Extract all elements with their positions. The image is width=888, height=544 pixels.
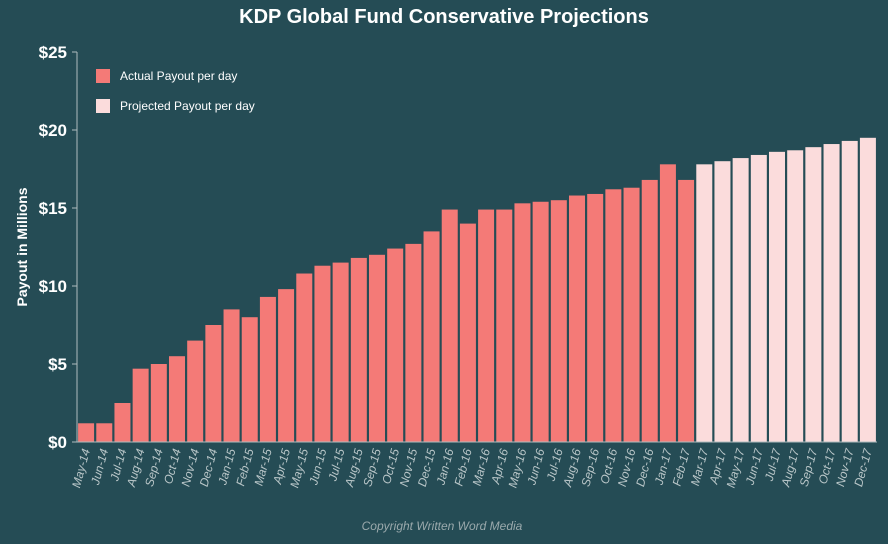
- bar-actual: [278, 289, 295, 442]
- bar-actual: [114, 403, 131, 442]
- bar-actual: [496, 209, 513, 442]
- bar-projected: [750, 154, 767, 442]
- legend-swatch-projected: [96, 99, 110, 113]
- bar-actual: [332, 262, 349, 442]
- legend-label-actual: Actual Payout per day: [120, 69, 238, 83]
- bar-projected: [805, 147, 822, 442]
- bar-actual: [223, 309, 240, 442]
- bar-actual: [478, 209, 495, 442]
- bar-projected: [823, 144, 840, 443]
- bar-projected: [769, 151, 785, 442]
- bar-actual: [532, 201, 549, 442]
- legend-swatch-actual: [96, 69, 110, 83]
- bar-actual: [405, 243, 422, 442]
- bar-actual: [259, 296, 276, 442]
- bar-actual: [205, 325, 222, 442]
- bar-actual: [387, 248, 404, 442]
- bar-actual: [459, 223, 476, 442]
- bar-projected: [714, 161, 731, 442]
- y-tick-label: $25: [39, 43, 67, 62]
- bar-projected: [696, 164, 713, 442]
- bar-projected: [732, 158, 749, 442]
- bar-actual: [423, 231, 440, 442]
- y-tick-label: $15: [39, 199, 67, 218]
- y-tick-label: $0: [48, 433, 67, 452]
- bar-actual: [150, 364, 167, 442]
- bar-actual: [678, 179, 695, 443]
- y-tick-label: $5: [48, 355, 67, 374]
- bar-actual: [587, 193, 604, 442]
- bar-actual: [641, 179, 658, 443]
- bar-actual: [623, 187, 640, 442]
- legend-item-projected: Projected Payout per day: [96, 98, 255, 114]
- bar-actual: [132, 368, 149, 442]
- bar-projected: [859, 137, 876, 443]
- legend: Actual Payout per day Projected Payout p…: [96, 68, 255, 128]
- bar-actual: [78, 423, 95, 442]
- bar-actual: [441, 209, 458, 442]
- bar-actual: [350, 257, 367, 442]
- bar-actual: [514, 203, 531, 442]
- bar-actual: [314, 265, 331, 442]
- bar-actual: [659, 164, 676, 442]
- bar-actual: [241, 317, 258, 442]
- bar-actual: [96, 423, 113, 442]
- y-axis-title: Payout in Millions: [14, 187, 30, 306]
- bar-actual: [369, 254, 385, 442]
- bar-projected: [787, 150, 804, 442]
- bar-actual: [169, 356, 185, 442]
- bar-actual: [605, 189, 622, 442]
- bar-actual: [187, 340, 204, 442]
- bar-actual: [569, 195, 585, 442]
- legend-label-projected: Projected Payout per day: [120, 99, 255, 113]
- bar-actual: [550, 200, 567, 442]
- y-tick-label: $10: [39, 277, 67, 296]
- bar-projected: [841, 140, 858, 443]
- y-tick-label: $20: [39, 121, 67, 140]
- copyright-footer: Copyright Written Word Media: [361, 519, 523, 533]
- chart-title: KDP Global Fund Conservative Projections: [239, 6, 649, 28]
- legend-item-actual: Actual Payout per day: [96, 68, 255, 84]
- bar-actual: [296, 273, 313, 442]
